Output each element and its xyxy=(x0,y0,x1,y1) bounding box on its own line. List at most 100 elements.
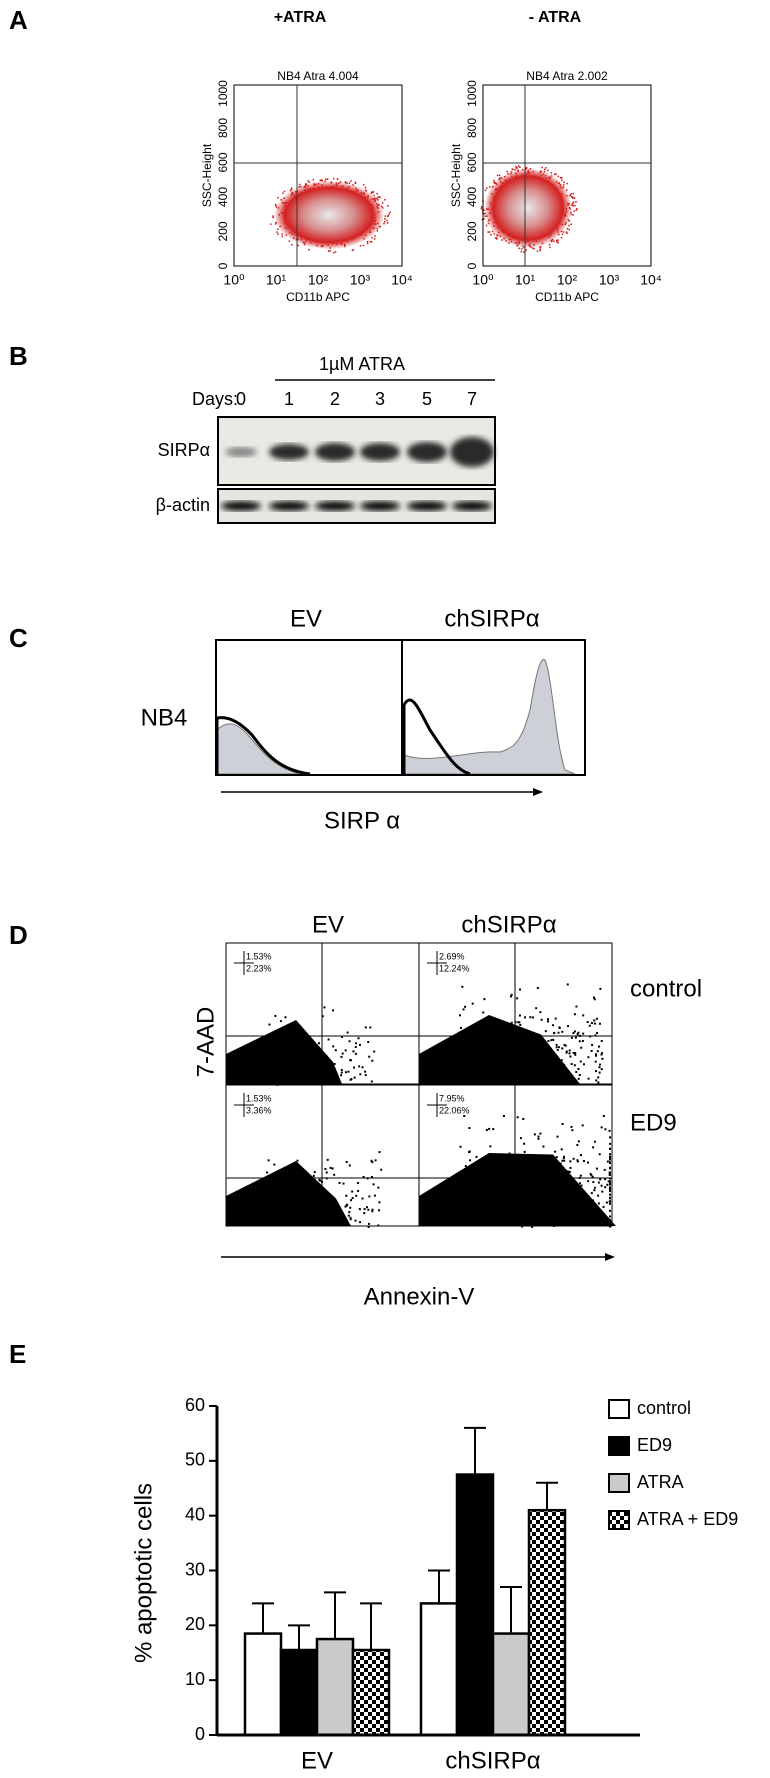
event-dot xyxy=(563,1190,566,1193)
event-dot xyxy=(502,1115,505,1117)
event-dot xyxy=(282,1202,285,1205)
event-dot xyxy=(553,1214,556,1217)
event-dot xyxy=(565,1051,568,1054)
event-dot xyxy=(485,1129,488,1132)
event-dot xyxy=(494,1043,497,1046)
event-dot xyxy=(591,1043,594,1046)
event-dot xyxy=(547,1163,550,1166)
event-dot xyxy=(587,1077,590,1080)
event-dot xyxy=(274,1014,277,1017)
event-dot xyxy=(577,1068,580,1071)
event-dot xyxy=(481,218,484,221)
x-tick-label: EV xyxy=(301,1747,333,1774)
event-dot xyxy=(570,196,573,198)
event-dot xyxy=(359,1073,362,1076)
event-dot xyxy=(306,1069,309,1072)
event-dot xyxy=(544,1212,547,1215)
x-tick-label: 10⁴ xyxy=(640,272,662,288)
blot-label: SIRPα xyxy=(158,440,210,460)
event-dot xyxy=(607,1180,610,1183)
event-dot xyxy=(573,1179,576,1182)
event-dot xyxy=(543,168,546,171)
event-dot xyxy=(299,183,301,186)
event-dot xyxy=(466,1196,469,1199)
panel-d: 1.53% 2.23% 2.69% 12.24% 1.53% 3.36% 7.95% 22.0… xyxy=(225,942,616,1228)
bar xyxy=(491,1632,531,1737)
event-dot xyxy=(556,1172,559,1175)
quadrant-percent: 1.53% xyxy=(246,951,272,961)
y-tick-label: 60 xyxy=(185,1395,205,1415)
event-dot xyxy=(496,238,498,240)
event-dot xyxy=(573,210,575,212)
event-dot xyxy=(469,1212,472,1215)
event-dot xyxy=(308,1186,311,1189)
event-dot xyxy=(459,1145,462,1148)
event-dot xyxy=(380,1168,383,1171)
event-dot xyxy=(555,1057,558,1060)
event-dot xyxy=(322,1193,325,1196)
event-dot xyxy=(371,1208,374,1211)
event-dot xyxy=(505,1047,508,1050)
event-dot xyxy=(557,1031,560,1034)
band xyxy=(269,501,309,511)
event-dot xyxy=(529,1200,532,1203)
event-dot xyxy=(558,1026,561,1029)
event-dot xyxy=(474,1047,477,1050)
event-dot xyxy=(593,1022,596,1025)
event-dot xyxy=(301,1038,304,1041)
event-dot xyxy=(481,1189,484,1192)
event-dot xyxy=(480,1021,483,1024)
event-dot xyxy=(548,243,551,246)
event-dot xyxy=(483,1209,486,1212)
event-dot xyxy=(529,1069,532,1072)
event-dot xyxy=(595,1054,598,1057)
event-dot xyxy=(338,1181,341,1184)
y-tick-label: 400 xyxy=(216,187,230,207)
event-dot xyxy=(350,1199,353,1202)
event-dot xyxy=(601,1057,604,1060)
event-dot xyxy=(491,230,494,233)
y-tick-label: 0 xyxy=(195,1724,205,1744)
event-dot xyxy=(580,1046,583,1049)
event-dot xyxy=(523,251,525,253)
event-dot xyxy=(557,1174,560,1177)
event-dot xyxy=(505,1171,508,1174)
y-tick-label: 400 xyxy=(465,187,479,207)
axis-label: SIRP α xyxy=(324,807,400,834)
event-dot xyxy=(501,1078,504,1081)
event-dot xyxy=(477,1076,480,1079)
event-dot xyxy=(275,1055,278,1058)
band xyxy=(269,444,309,460)
event-dot xyxy=(541,1221,544,1224)
legend-label: ED9 xyxy=(637,1435,672,1455)
event-dot xyxy=(537,1135,540,1138)
event-dot xyxy=(579,1210,582,1213)
event-dot xyxy=(576,1159,579,1162)
event-dot xyxy=(609,1193,611,1196)
event-dot xyxy=(528,1215,531,1218)
event-dot xyxy=(546,1020,549,1023)
event-dot xyxy=(492,1160,495,1163)
event-dot xyxy=(549,246,551,249)
event-dot xyxy=(325,1069,328,1072)
event-dot xyxy=(353,1066,356,1069)
event-dot xyxy=(558,1185,561,1188)
event-dot xyxy=(571,1185,574,1188)
event-dot xyxy=(496,174,499,177)
event-dot xyxy=(481,208,484,211)
event-dot xyxy=(388,213,390,215)
event-dot xyxy=(302,1182,305,1185)
event-dot xyxy=(533,1133,536,1136)
event-dot xyxy=(519,1159,522,1162)
legend-label: ATRA xyxy=(637,1472,684,1492)
event-dot xyxy=(576,207,578,210)
event-dot xyxy=(472,1166,475,1169)
event-dot xyxy=(536,1036,539,1039)
event-dot xyxy=(470,1219,473,1222)
event-dot xyxy=(366,242,369,245)
event-dot xyxy=(574,1036,577,1039)
event-dot xyxy=(568,228,570,231)
event-dot xyxy=(573,197,576,199)
event-dot xyxy=(470,1063,473,1066)
event-dot xyxy=(352,249,354,251)
